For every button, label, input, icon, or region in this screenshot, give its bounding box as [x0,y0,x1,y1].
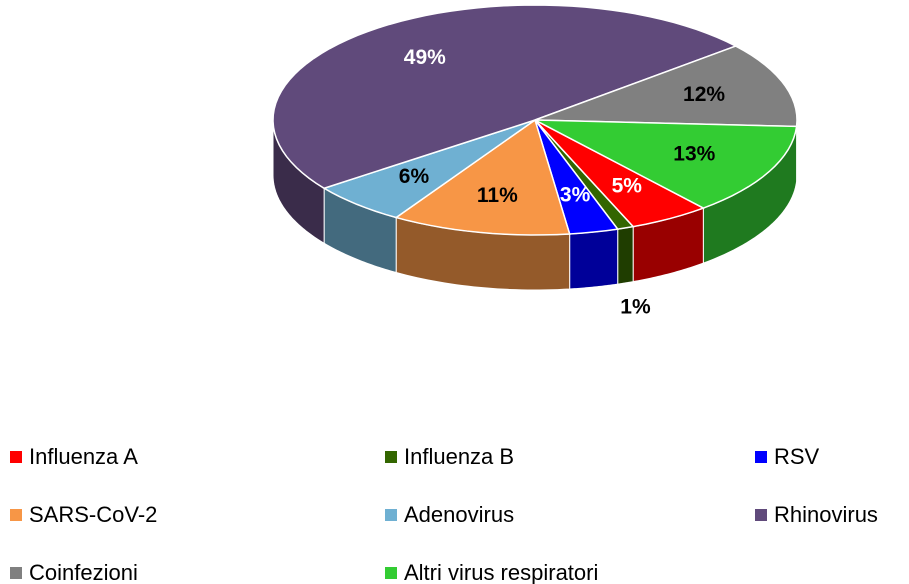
legend-label: Influenza B [404,444,514,469]
legend-label: Altri virus respiratori [404,560,598,584]
legend-label: Rhinovirus [774,502,878,527]
slice [534,119,706,228]
legend-swatch [385,451,397,463]
data-label: 5% [612,175,643,198]
legend-swatch [755,451,767,463]
legend-swatch [385,509,397,521]
data-label: 13% [673,143,715,166]
legend-swatch [10,451,22,463]
data-label: 12% [683,83,725,106]
legend-swatch [10,509,22,521]
data-label: 1% [620,295,651,318]
data-label: 6% [399,165,430,188]
legend-swatch [755,509,767,521]
legend-swatch [385,567,397,579]
slice [272,4,738,190]
legend-swatch [10,567,22,579]
data-label: 3% [560,184,591,207]
legend-label: Adenovirus [404,502,514,527]
legend-label: Influenza A [29,444,138,469]
slice [394,118,571,236]
legend-label: Coinfezioni [29,560,138,584]
data-label: 11% [477,184,518,207]
data-label: 49% [404,46,446,69]
slice [534,119,798,209]
slice-side [617,226,634,285]
slice [534,45,798,128]
slice [322,119,536,219]
slice-side [569,228,619,290]
legend-label: RSV [774,444,820,469]
legend-label: SARS-CoV-2 [29,502,157,527]
